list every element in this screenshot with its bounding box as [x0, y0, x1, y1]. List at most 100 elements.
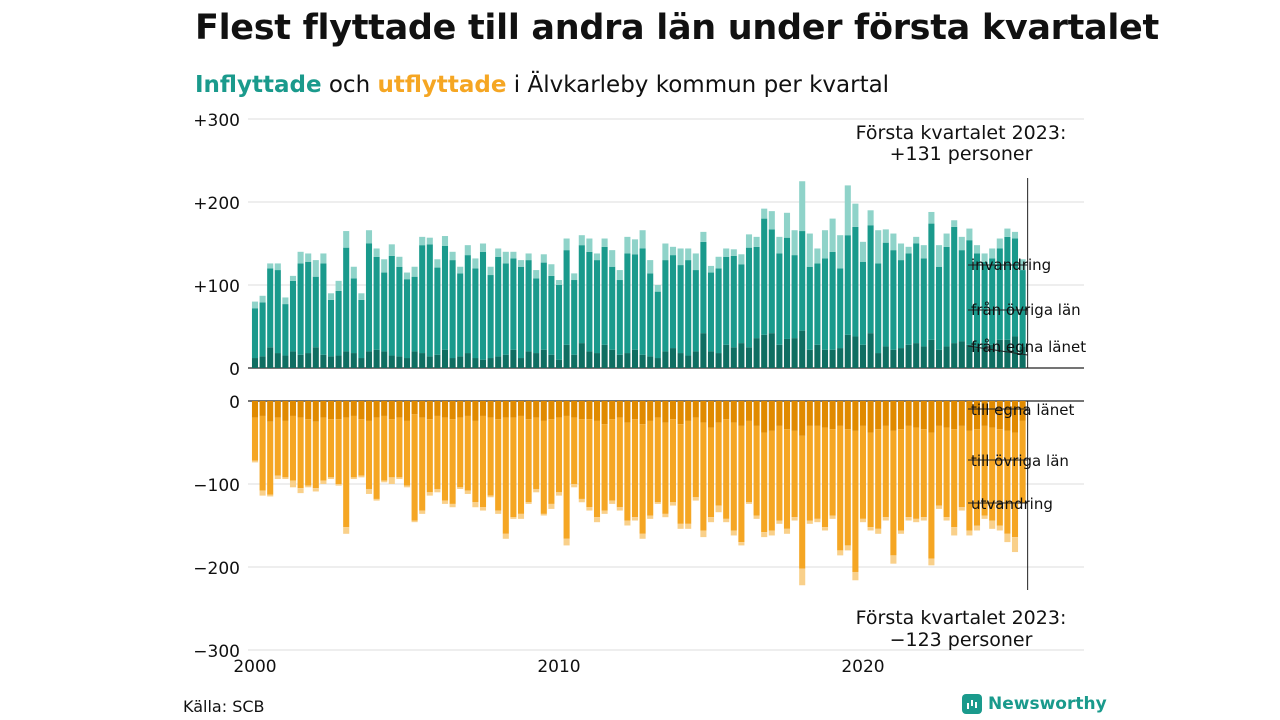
bar-in-invandring [814, 248, 821, 264]
bar-out-utvandring [905, 517, 912, 521]
bar-in-invandring [958, 236, 965, 251]
bar-in-invandring [745, 234, 753, 248]
bar-out-egna [738, 401, 745, 426]
bar-out-egna [396, 401, 403, 418]
bar-in-ovriga [495, 256, 502, 357]
bar-in-egna [624, 353, 631, 368]
bar-in-egna [989, 344, 996, 368]
bar-out-ovriga [791, 430, 798, 518]
bar-out-ovriga [555, 417, 563, 493]
bar-out-egna [411, 401, 418, 415]
bar-out-ovriga [350, 415, 357, 478]
bar-in-invandring [654, 285, 661, 292]
bar-out-utvandring [814, 518, 821, 523]
bar-out-egna [776, 401, 783, 426]
bar-in-egna [343, 351, 350, 368]
bar-out-ovriga [875, 429, 882, 529]
bar-in-ovriga [692, 270, 699, 352]
bar-in-ovriga [320, 263, 327, 355]
bar-out-utvandring [350, 477, 357, 480]
bar-out-egna [844, 401, 851, 430]
bar-in-invandring [274, 263, 281, 271]
bar-in-egna [814, 344, 821, 368]
bar-out-egna [495, 401, 502, 420]
bar-in-invandring [495, 248, 502, 257]
bar-in-invandring [335, 280, 342, 291]
bar-out-ovriga [540, 420, 547, 514]
bar-out-ovriga [852, 430, 859, 572]
bar-in-ovriga [548, 275, 555, 355]
bar-in-invandring [981, 253, 988, 262]
bar-out-utvandring [381, 480, 388, 483]
bar-in-invandring [479, 243, 487, 252]
bar-in-invandring [381, 259, 388, 273]
bar-out-ovriga [913, 427, 920, 519]
bar-in-ovriga [464, 255, 471, 354]
bar-out-egna [251, 401, 259, 418]
bar-in-ovriga [312, 276, 319, 348]
bar-out-egna [989, 401, 996, 428]
bar-out-ovriga [426, 419, 433, 493]
bar-out-utvandring [799, 568, 806, 586]
bar-out-egna [510, 401, 517, 418]
bar-in-egna [502, 354, 509, 368]
bar-in-egna [783, 338, 791, 368]
bar-out-utvandring [973, 525, 981, 531]
bar-in-invandring [502, 251, 509, 264]
bar-out-utvandring [624, 520, 631, 526]
bar-in-egna [479, 359, 487, 368]
bar-in-ovriga [449, 260, 456, 359]
bar-in-egna [274, 353, 281, 368]
bar-out-utvandring [289, 480, 297, 488]
bar-in-invandring [920, 245, 927, 259]
bar-out-ovriga [358, 419, 365, 476]
bar-out-utvandring [396, 477, 403, 480]
bar-in-ovriga [609, 266, 616, 350]
bar-out-utvandring [897, 530, 905, 534]
bar-out-ovriga [624, 422, 631, 521]
bar-out-utvandring [996, 525, 1003, 531]
bar-in-invandring [677, 248, 684, 266]
bar-out-egna [457, 401, 464, 418]
bar-in-invandring [669, 246, 677, 256]
bar-out-utvandring [411, 520, 418, 523]
bar-in-ovriga [593, 260, 601, 354]
bar-out-ovriga [928, 432, 935, 559]
bar-out-utvandring [358, 475, 365, 478]
bar-out-egna [859, 401, 867, 426]
bar-in-invandring [289, 275, 297, 281]
bar-out-egna [692, 401, 699, 418]
bar-out-ovriga [662, 422, 669, 514]
bar-out-ovriga [464, 415, 471, 491]
bar-in-ovriga [289, 280, 297, 352]
bar-out-egna [365, 401, 373, 421]
bar-in-egna [738, 343, 745, 368]
bar-out-ovriga [951, 429, 958, 528]
bar-out-utvandring [669, 502, 677, 506]
bar-out-ovriga [996, 429, 1003, 526]
bar-out-ovriga [479, 415, 487, 508]
bar-in-ovriga [335, 290, 342, 356]
bar-in-ovriga [973, 253, 981, 349]
bar-out-egna [487, 401, 494, 418]
bar-out-egna [327, 401, 335, 420]
bar-in-invandring [517, 260, 525, 267]
bar-out-utvandring [707, 517, 715, 523]
bar-in-ovriga [282, 304, 289, 356]
bar-in-ovriga [502, 263, 509, 355]
bar-in-egna [791, 338, 798, 368]
bar-out-egna [928, 401, 935, 433]
bar-out-utvandring [692, 497, 699, 501]
bar-in-invandring [578, 235, 585, 246]
bar-in-ovriga [859, 261, 867, 345]
bar-in-egna [396, 356, 403, 368]
bar-out-utvandring [867, 527, 874, 531]
bar-in-egna [730, 347, 737, 368]
bar-in-ovriga [928, 223, 935, 340]
bar-in-ovriga [343, 247, 350, 352]
x-tick-label: 2010 [537, 657, 580, 677]
bar-out-egna [677, 401, 684, 425]
bar-in-ovriga [753, 246, 760, 339]
bar-out-utvandring [426, 492, 433, 496]
bar-out-utvandring [730, 530, 737, 536]
